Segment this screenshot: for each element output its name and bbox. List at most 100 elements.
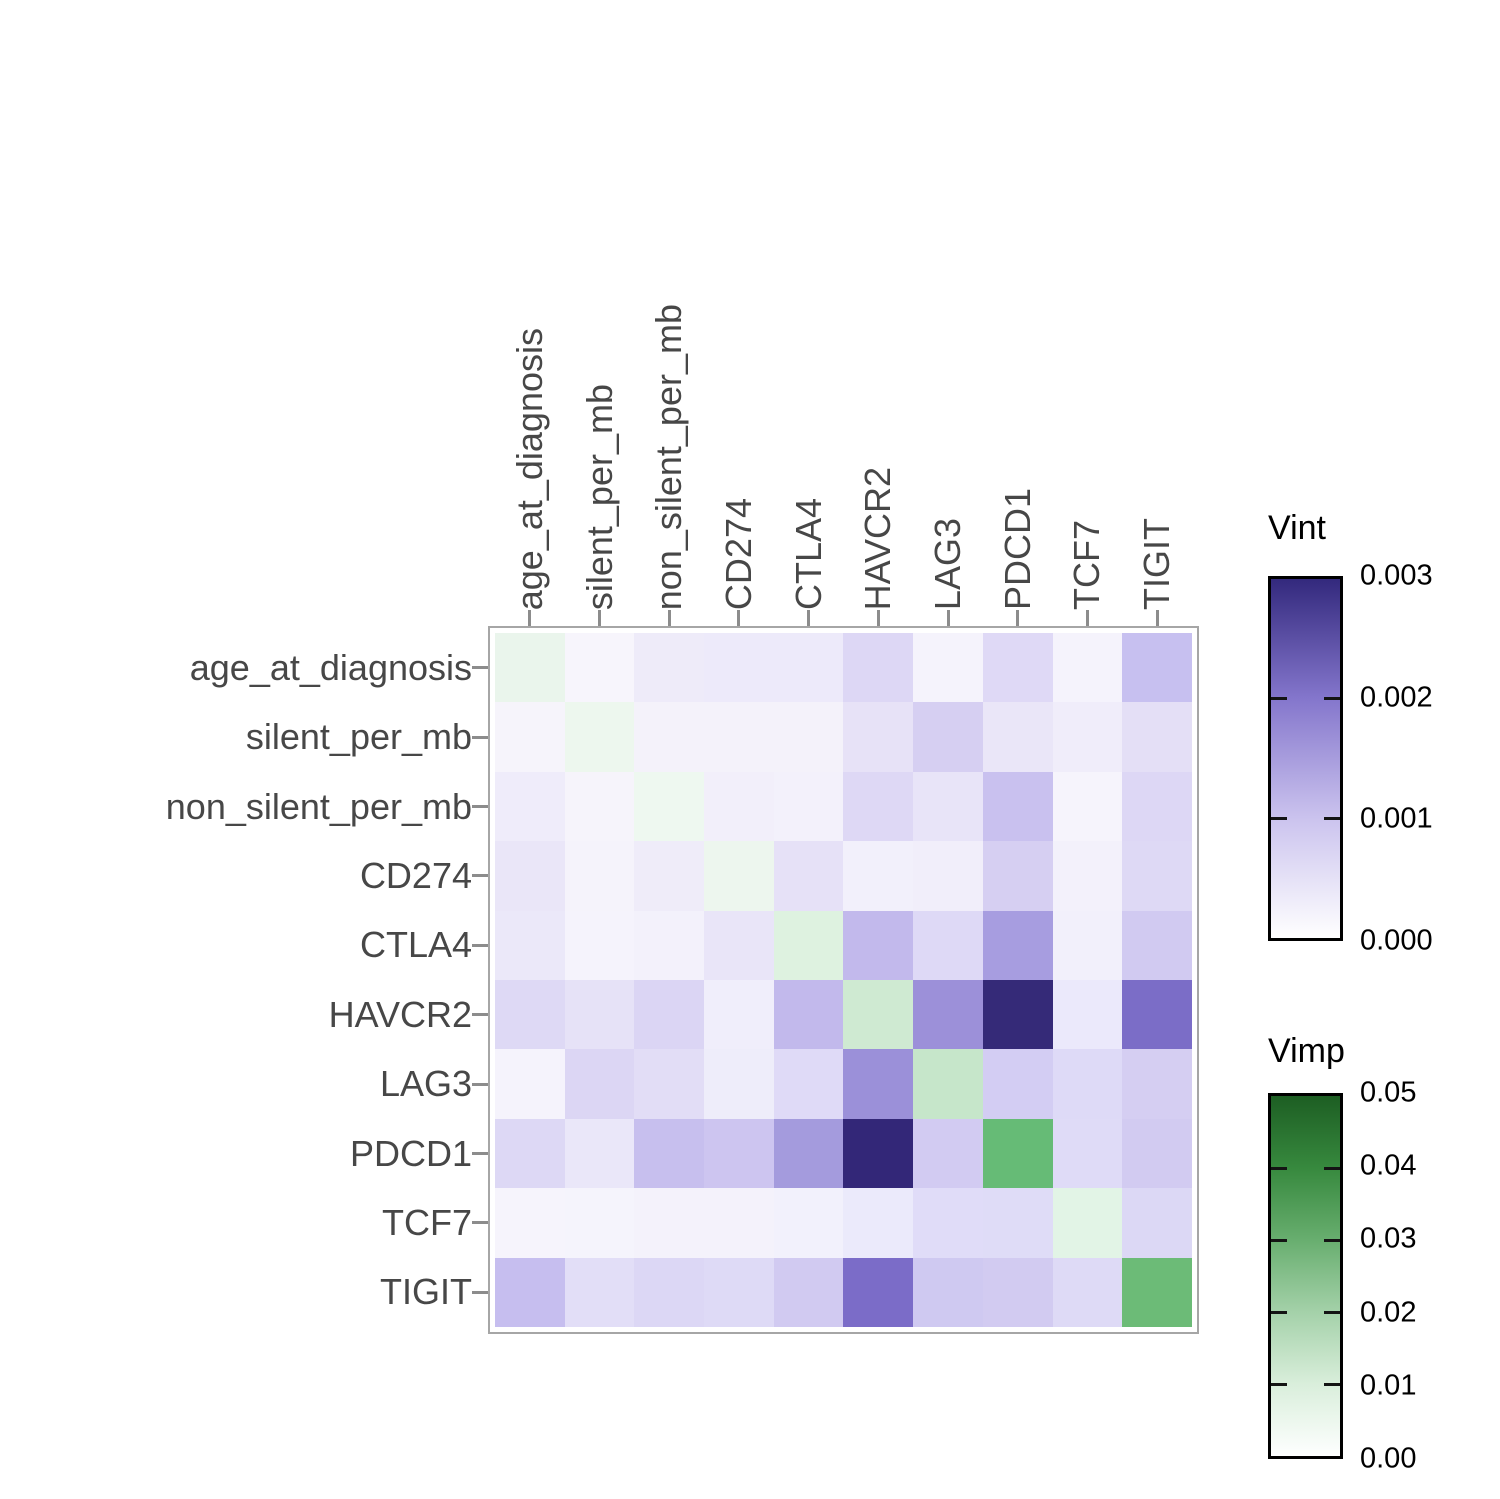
heatmap-cell-diagonal-vimp — [773, 910, 844, 980]
heatmap-cell-vint — [564, 1118, 635, 1189]
heatmap-cell-vint — [773, 1257, 844, 1327]
legend-tick-notch — [1324, 1310, 1340, 1314]
legend-tick-label: 0.03 — [1360, 1222, 1417, 1255]
row-label-slot: CTLA4 — [0, 911, 472, 980]
row-tick-slot — [472, 702, 488, 771]
heatmap-cell-vint — [495, 980, 565, 1050]
column-tick-slot — [704, 610, 774, 626]
heatmap-cell-vint — [704, 1049, 774, 1119]
heatmap-cell-vint — [495, 771, 565, 842]
heatmap-cell-vint — [982, 1188, 1053, 1258]
heatmap-cell-vint — [1122, 1188, 1192, 1258]
legend-tick-label: 0.02 — [1360, 1296, 1417, 1329]
column-axis-label: TCF7 — [1066, 520, 1108, 610]
row-label-slot: age_at_diagnosis — [0, 633, 472, 702]
axis-tick — [472, 874, 488, 878]
legend-tick-notch — [1324, 1166, 1340, 1170]
axis-tick — [737, 610, 741, 626]
heatmap-grid — [495, 633, 1192, 1327]
row-label-slot: silent_per_mb — [0, 702, 472, 771]
axis-tick — [472, 805, 488, 809]
axis-tick — [472, 1013, 488, 1017]
row-label-slot: CD274 — [0, 841, 472, 910]
heatmap-cell-vint — [982, 1049, 1053, 1119]
heatmap-cell-vint — [773, 980, 844, 1050]
legend-tick-notch — [1324, 1238, 1340, 1242]
heatmap-cell-vint — [843, 1049, 914, 1119]
heatmap-cell-vint — [704, 910, 774, 980]
legend-tick-notch — [1271, 1238, 1287, 1242]
row-tick-slot — [472, 1188, 488, 1257]
legend-tick-notch — [1271, 816, 1287, 820]
column-axis-label: TIGIT — [1136, 518, 1178, 610]
heatmap-cell-vint — [913, 1188, 983, 1258]
row-axis-label: TCF7 — [382, 1201, 472, 1243]
legend-tick-label: 0.002 — [1360, 681, 1433, 714]
heatmap-cell-vint — [982, 841, 1053, 911]
column-label-slot: non_silent_per_mb — [634, 195, 704, 610]
column-label-slot: LAG3 — [913, 195, 983, 610]
axis-tick — [472, 1152, 488, 1156]
heatmap-cell-vint — [773, 702, 844, 772]
heatmap-cell-vint — [843, 702, 914, 772]
heatmap-cell-vint — [773, 1118, 844, 1189]
heatmap-cell-vint — [564, 633, 635, 703]
column-tick-slot — [634, 610, 704, 626]
heatmap-cell-vint — [773, 1049, 844, 1119]
heatmap-cell-vint — [773, 841, 844, 911]
column-axis-label: CD274 — [717, 497, 759, 610]
column-label-slot: CD274 — [704, 195, 774, 610]
heatmap-cell-vint — [634, 841, 705, 911]
axis-tick — [472, 1082, 488, 1086]
heatmap-cell-vint — [495, 702, 565, 772]
column-tick-slot — [913, 610, 983, 626]
heatmap-cell-vint — [913, 702, 983, 772]
axis-tick — [946, 610, 950, 626]
legend-vimp-colorbar — [1268, 1093, 1343, 1459]
column-axis-labels: age_at_diagnosis silent_per_mb non_silent_… — [495, 195, 1192, 610]
heatmap-cell-vint — [1122, 771, 1192, 842]
heatmap-cell-vint — [704, 633, 774, 703]
row-label-slot: non_silent_per_mb — [0, 772, 472, 841]
heatmap-cell-vint — [1052, 1118, 1123, 1189]
heatmap-cell-vint — [1122, 910, 1192, 980]
row-axis-label: LAG3 — [379, 1063, 472, 1105]
heatmap-cell-vint — [843, 841, 914, 911]
heatmap-cell-vint — [634, 1049, 705, 1119]
heatmap-cell-vint — [564, 1257, 635, 1327]
heatmap-cell-vint — [634, 1257, 705, 1327]
row-tick-slot — [472, 1258, 488, 1327]
heatmap-cell-vint — [913, 910, 983, 980]
row-tick-slot — [472, 633, 488, 702]
heatmap-cell-vint — [634, 910, 705, 980]
column-axis-label: CTLA4 — [787, 497, 829, 610]
row-tick-slot — [472, 911, 488, 980]
legend-tick-notch — [1271, 1310, 1287, 1314]
heatmap-cell-vint — [495, 841, 565, 911]
heatmap-cell-vint — [704, 980, 774, 1050]
row-axis-label: HAVCR2 — [328, 993, 472, 1035]
heatmap-cell-vint — [843, 1118, 914, 1189]
column-label-slot: TIGIT — [1122, 195, 1192, 610]
row-axis-label: TIGIT — [380, 1271, 472, 1313]
heatmap-cell-vint — [913, 1118, 983, 1189]
row-axis-label: CTLA4 — [359, 924, 472, 966]
axis-tick — [528, 610, 532, 626]
axis-tick — [667, 610, 671, 626]
heatmap-cell-diagonal-vimp — [1122, 1257, 1192, 1327]
column-tick-slot — [495, 610, 565, 626]
heatmap-cell-vint — [1122, 841, 1192, 911]
heatmap-cell-vint — [1122, 980, 1192, 1050]
heatmap-cell-diagonal-vimp — [913, 1049, 983, 1119]
axis-tick — [807, 610, 811, 626]
heatmap-cell-vint — [773, 771, 844, 842]
heatmap-cell-vint — [773, 633, 844, 703]
column-axis-label: silent_per_mb — [578, 383, 620, 610]
row-label-slot: TIGIT — [0, 1258, 472, 1327]
heatmap-cell-vint — [913, 980, 983, 1050]
row-label-slot: TCF7 — [0, 1188, 472, 1257]
axis-tick — [472, 1221, 488, 1225]
column-label-slot: age_at_diagnosis — [495, 195, 565, 610]
axis-tick — [1155, 610, 1159, 626]
heatmap-cell-vint — [564, 1049, 635, 1119]
